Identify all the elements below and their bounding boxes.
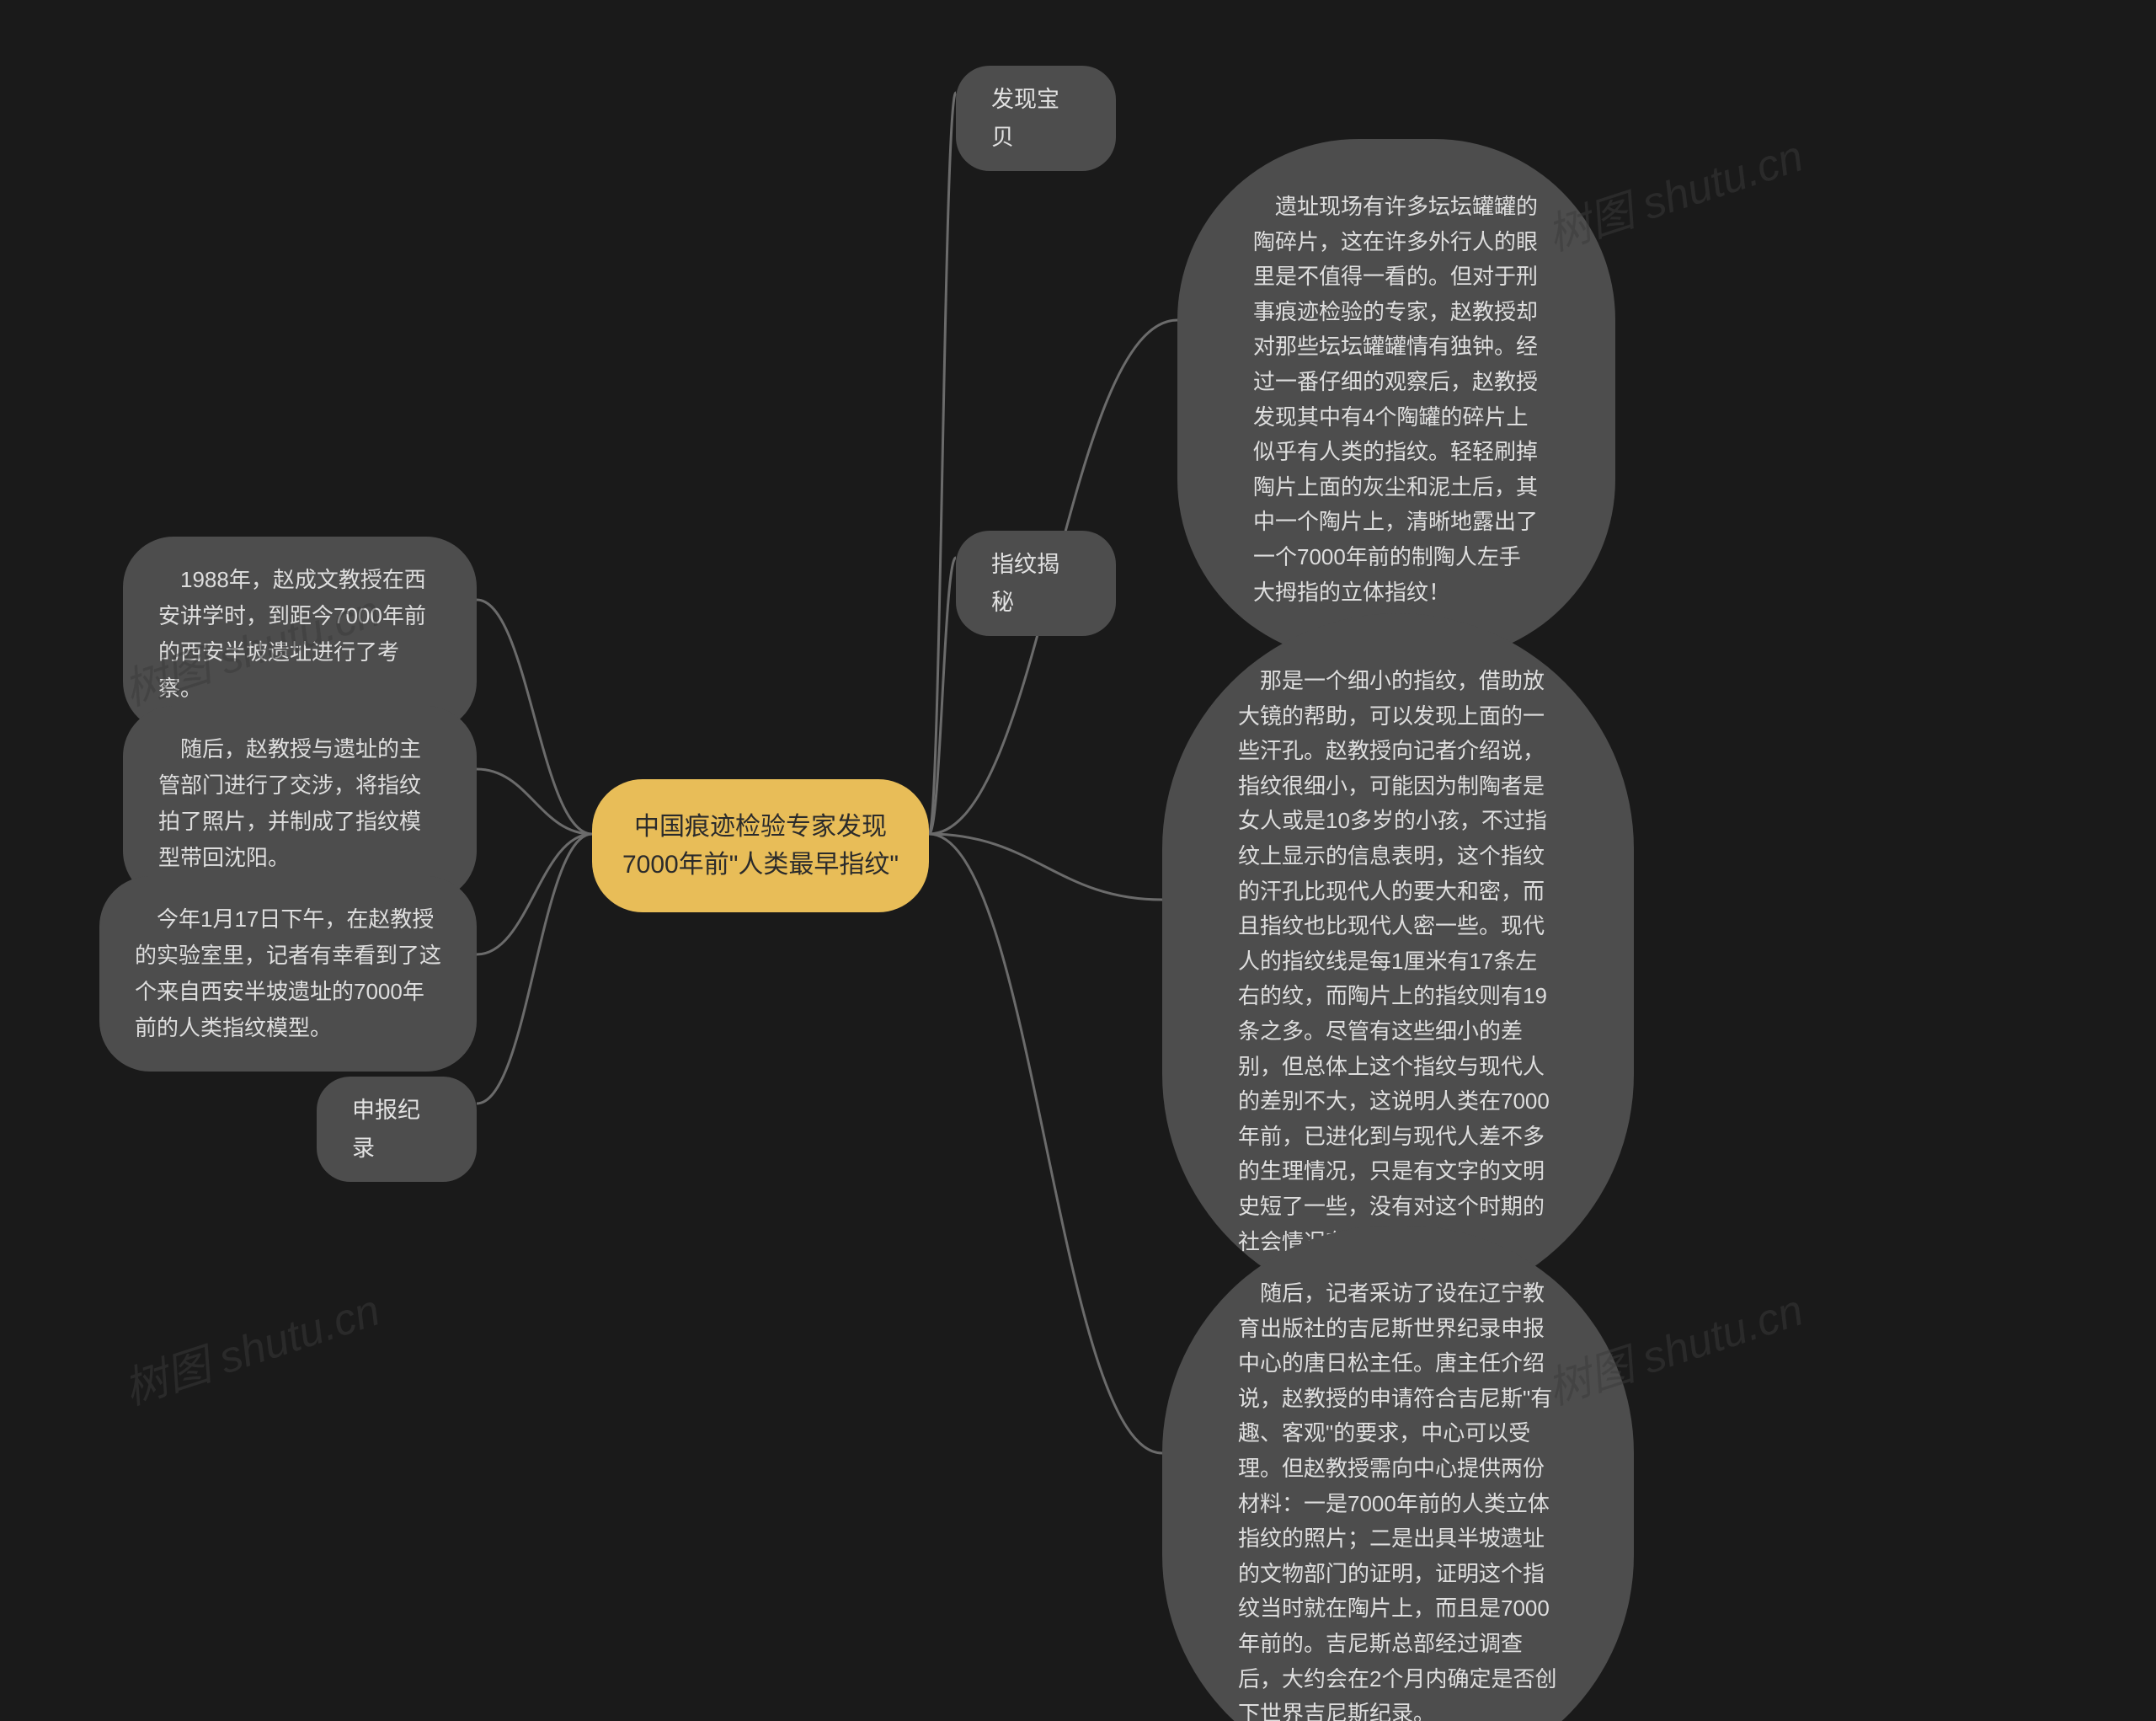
mindmap-node-n_photo[interactable]: 随后，赵教授与遗址的主管部门进行了交涉，将指纹拍了照片，并制成了指纹模型带回沈阳… — [123, 706, 477, 901]
mindmap-node-text: 遗址现场有许多坛坛罐罐的陶碎片，这在许多外行人的眼里是不值得一看的。但对于刑事痕… — [1253, 190, 1540, 610]
mindmap-edge — [929, 93, 956, 834]
mindmap-edge — [477, 834, 592, 1104]
mindmap-node-text: 1988年，赵成文教授在西安讲学时，到距今7000年前的西安半坡遗址进行了考察。 — [158, 562, 441, 707]
center-node-text: 中国痕迹检验专家发现7000年前"人类最早指纹" — [621, 808, 900, 884]
mindmap-edge — [929, 558, 956, 834]
mindmap-edge — [929, 834, 1162, 1453]
mindmap-node-n_big1[interactable]: 遗址现场有许多坛坛罐罐的陶碎片，这在许多外行人的眼里是不值得一看的。但对于刑事痕… — [1177, 139, 1615, 660]
mindmap-edge — [477, 600, 592, 834]
mindmap-edge — [477, 834, 592, 954]
mindmap-node-text: 发现宝贝 — [991, 81, 1081, 156]
mindmap-edge — [477, 769, 592, 834]
mindmap-node-n_big2[interactable]: 那是一个细小的指纹，借助放大镜的帮助，可以发现上面的一些汗孔。赵教授向记者介绍说… — [1162, 613, 1634, 1310]
mindmap-node-n_lab[interactable]: 今年1月17日下午，在赵教授的实验室里，记者有幸看到了这个来自西安半坡遗址的70… — [99, 876, 477, 1072]
mindmap-node-text: 申报纪录 — [352, 1092, 441, 1167]
mindmap-node-text: 随后，记者采访了设在辽宁教育出版社的吉尼斯世界纪录申报中心的唐日松主任。唐主任介… — [1238, 1276, 1558, 1721]
mindmap-node-text: 那是一个细小的指纹，借助放大镜的帮助，可以发现上面的一些汗孔。赵教授向记者介绍说… — [1238, 664, 1558, 1259]
mindmap-node-text: 今年1月17日下午，在赵教授的实验室里，记者有幸看到了这个来自西安半坡遗址的70… — [135, 901, 441, 1046]
watermark: 树图 shutu.cn — [115, 1275, 387, 1417]
mindmap-node-n_reveal[interactable]: 指纹揭秘 — [956, 531, 1116, 636]
mindmap-node-n_1988[interactable]: 1988年，赵成文教授在西安讲学时，到距今7000年前的西安半坡遗址进行了考察。 — [123, 537, 477, 732]
mindmap-node-n_discover[interactable]: 发现宝贝 — [956, 66, 1116, 171]
mindmap-node-text: 指纹揭秘 — [991, 546, 1081, 621]
mindmap-node-n_declare[interactable]: 申报纪录 — [317, 1077, 477, 1182]
mindmap-node-text: 随后，赵教授与遗址的主管部门进行了交涉，将指纹拍了照片，并制成了指纹模型带回沈阳… — [158, 731, 441, 876]
mindmap-node-n_big3[interactable]: 随后，记者采访了设在辽宁教育出版社的吉尼斯世界纪录申报中心的唐日松主任。唐主任介… — [1162, 1226, 1634, 1721]
mindmap-edge — [929, 834, 1162, 900]
mindmap-center-node[interactable]: 中国痕迹检验专家发现7000年前"人类最早指纹" — [592, 779, 929, 912]
